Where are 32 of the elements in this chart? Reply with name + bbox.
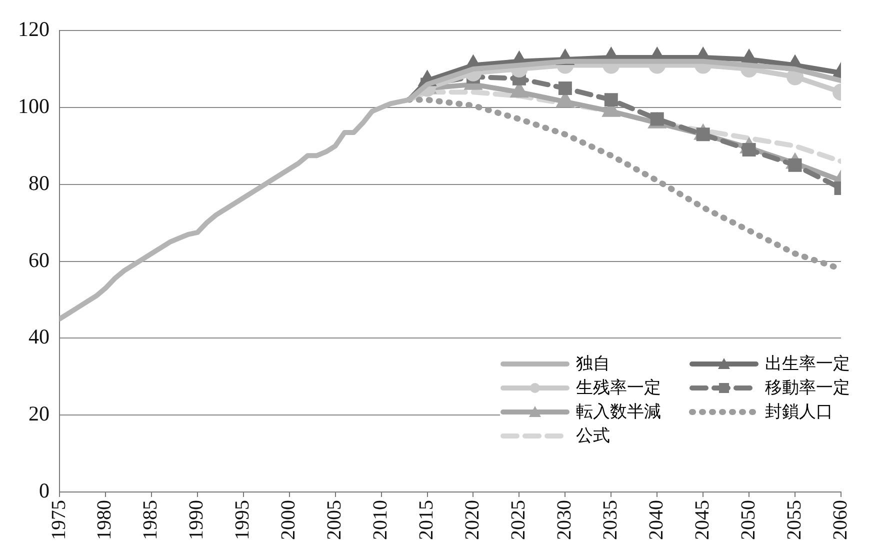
legend-label: 生残率一定 <box>576 378 661 398</box>
x-tick-label: 1980 <box>94 500 116 540</box>
legend-label: 移動率一定 <box>765 378 850 398</box>
x-tick-label: 2005 <box>324 500 346 540</box>
y-tick-label: 60 <box>28 248 50 272</box>
legend-label: 公式 <box>576 426 610 446</box>
x-tick-label: 2025 <box>507 500 530 540</box>
legend-label: 封鎖人口 <box>765 402 833 422</box>
x-tick-label: 1985 <box>140 500 162 540</box>
y-tick-label: 0 <box>39 478 50 503</box>
x-tick-label: 1990 <box>186 500 208 540</box>
legend-label: 転入数半減 <box>576 402 661 422</box>
x-tick-label: 2020 <box>461 500 484 540</box>
x-tick-label: 2000 <box>278 500 300 540</box>
y-tick-label: 20 <box>28 402 50 426</box>
x-tick-label: 2060 <box>829 500 852 540</box>
x-tick-label: 1995 <box>232 500 254 540</box>
legend-label: 独自 <box>576 354 610 374</box>
x-tick-label: 2040 <box>645 500 668 540</box>
legend-label: 出生率一定 <box>765 354 850 374</box>
x-tick-label: 2050 <box>737 500 760 540</box>
x-tick-label: 2030 <box>553 500 576 540</box>
x-tick-label: 2055 <box>783 500 806 540</box>
y-tick-label: 80 <box>28 170 50 195</box>
x-tick-label: 2045 <box>691 500 714 540</box>
y-tick-label: 120 <box>18 17 50 42</box>
x-tick-label: 1975 <box>48 500 70 540</box>
y-tick-label: 40 <box>28 324 50 349</box>
x-tick-label: 2035 <box>599 500 622 540</box>
x-tick-label: 2015 <box>416 500 438 540</box>
y-tick-label: 100 <box>18 94 50 118</box>
x-tick-label: 2010 <box>370 500 392 540</box>
